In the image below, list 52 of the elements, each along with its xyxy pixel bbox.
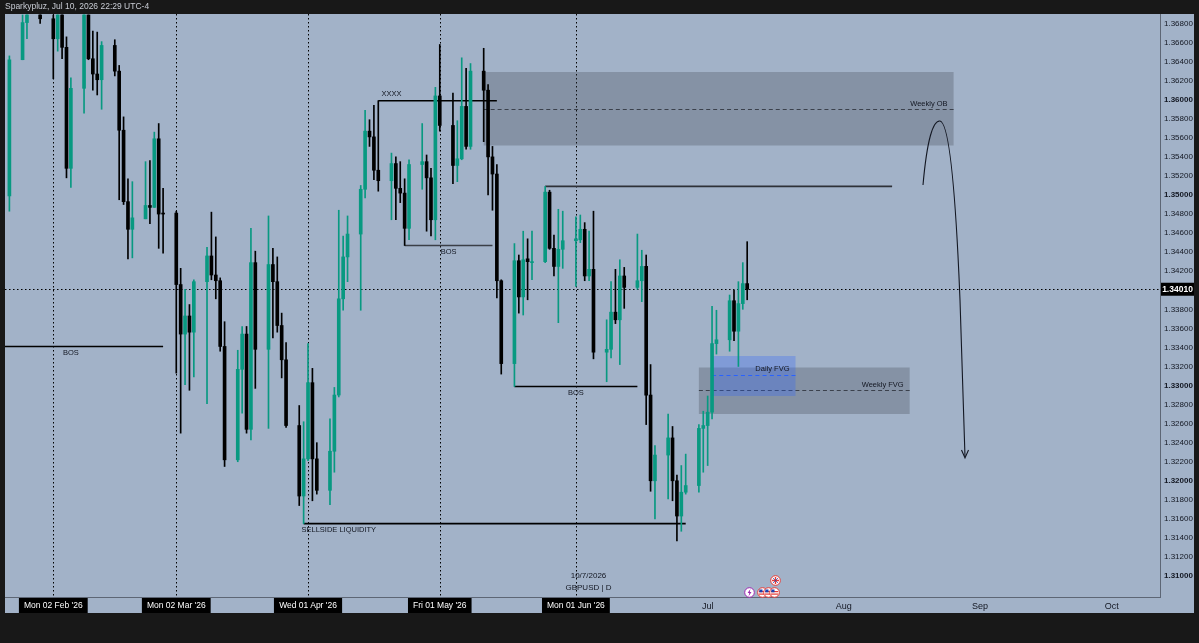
- y-tick-label: 1.34200: [1164, 266, 1194, 276]
- ref-line-label: 1.34010: [1162, 283, 1194, 294]
- y-tick-label: 1.34600: [1164, 228, 1194, 238]
- y-tick-label: 1.32800: [1164, 399, 1194, 409]
- ref-line-label: Mon 02 Mar '26: [146, 599, 206, 610]
- candlestick: [530, 230, 534, 281]
- x-tick-label: Aug: [835, 600, 852, 611]
- ref-line-label: Mon 01 Jun '26: [546, 599, 606, 610]
- chart-title: Sparkypluz, Jul 10, 2026 22:29 UTC-4: [5, 1, 150, 12]
- y-tick-label: 1.32200: [1164, 456, 1194, 466]
- candlestick: [587, 230, 591, 282]
- candlestick: [183, 288, 187, 385]
- candlestick: [420, 123, 425, 190]
- y-tick-label: 1.33800: [1164, 304, 1194, 314]
- x-tick-label: Oct: [1104, 600, 1120, 611]
- y-tick-label: 1.36800: [1164, 18, 1194, 28]
- candlestick: [666, 413, 670, 500]
- ref-line-label: Fri 01 May '26: [412, 599, 467, 610]
- y-tick-label: 1.35600: [1164, 133, 1194, 143]
- candlestick: [205, 247, 209, 404]
- y-tick-label: 1.36400: [1164, 56, 1194, 66]
- y-tick-label: 1.34400: [1164, 247, 1194, 257]
- candlestick: [560, 210, 565, 269]
- y-tick-label: 1.35800: [1164, 113, 1194, 123]
- y-tick-label: 1.33000: [1164, 380, 1194, 390]
- candlestick: [148, 160, 152, 224]
- y-tick-label: 1.34800: [1164, 209, 1194, 219]
- y-tick-label: 1.33600: [1164, 323, 1194, 333]
- annotation: GBPUSD | D: [565, 583, 612, 593]
- candlestick: [95, 31, 100, 96]
- y-tick-label: 1.35400: [1164, 152, 1194, 162]
- ref-line-label: Mon 02 Feb '26: [23, 599, 83, 610]
- y-tick-label: 1.31200: [1164, 552, 1194, 562]
- candlestick: [574, 216, 578, 287]
- x-tick-label: Sep: [971, 600, 988, 611]
- y-tick-label: 1.35200: [1164, 171, 1194, 181]
- y-tick-label: 1.32000: [1164, 475, 1194, 485]
- y-tick-label: 1.36200: [1164, 75, 1194, 85]
- x-tick-label: Jul: [701, 600, 714, 611]
- y-tick-label: 1.36000: [1164, 94, 1194, 104]
- y-tick-label: 1.35000: [1164, 190, 1194, 200]
- y-tick-label: 1.32600: [1164, 418, 1194, 428]
- y-tick-label: 1.32400: [1164, 437, 1194, 447]
- y-tick-label: 1.31600: [1164, 514, 1194, 524]
- ref-line-label: Wed 01 Apr '26: [279, 599, 338, 610]
- y-tick-label: 1.36600: [1164, 37, 1194, 47]
- y-tick-label: 1.31000: [1164, 571, 1194, 581]
- y-tick-label: 1.33200: [1164, 361, 1194, 371]
- y-tick-label: 1.33400: [1164, 342, 1194, 352]
- annotation: 10/7/2026: [570, 571, 607, 581]
- y-tick-label: 1.31800: [1164, 495, 1194, 505]
- y-tick-label: 1.31400: [1164, 533, 1194, 543]
